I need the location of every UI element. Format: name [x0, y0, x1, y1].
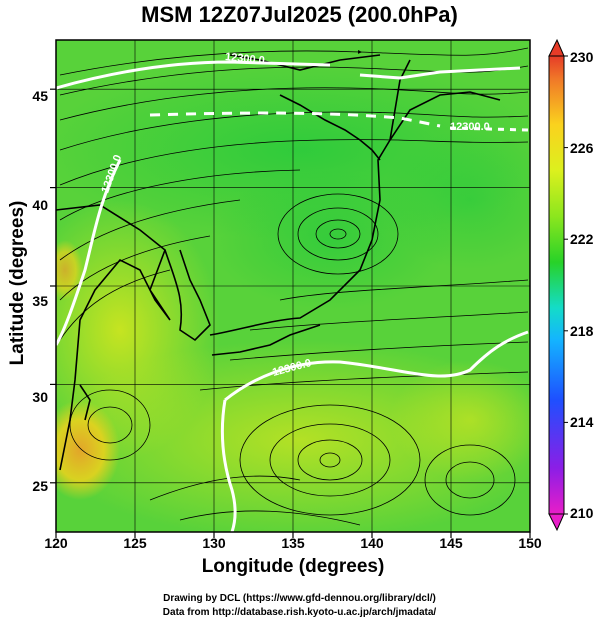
- x-tick-label: 135: [281, 535, 305, 551]
- x-tick-label: 145: [439, 535, 463, 551]
- y-axis-label: Latitude (degrees): [7, 200, 28, 366]
- colorbar-scale: [548, 55, 565, 515]
- temperature-field: [56, 40, 530, 532]
- y-tick-label: 45: [32, 88, 48, 104]
- colorbar-tick-label: 210: [570, 505, 594, 521]
- colorbar-tick-label: 214: [570, 414, 594, 430]
- credit-line-drawing: Drawing by DCL (https://www.gfd-dennou.o…: [163, 593, 436, 604]
- colorbar-top-triangle: [548, 38, 565, 57]
- x-tick-label: 125: [123, 535, 147, 551]
- colorbar-tick-label: 218: [570, 323, 594, 339]
- streamlines: [59, 47, 529, 526]
- x-axis-label: Longitude (degrees): [201, 556, 385, 577]
- y-tick-label: 30: [32, 389, 48, 405]
- colorbar: [548, 38, 568, 532]
- contour-label: 12300.0: [450, 121, 490, 133]
- colorbar-bottom-triangle: [548, 513, 565, 532]
- credits: Drawing by DCL (https://www.gfd-dennou.o…: [0, 592, 599, 620]
- y-tick-label: 40: [32, 197, 48, 213]
- contour-lines: [56, 60, 529, 532]
- x-tick-label: 150: [518, 535, 542, 551]
- x-tick-label: 120: [44, 535, 68, 551]
- colorbar-tick-label: 226: [570, 140, 594, 156]
- y-tick-label: 35: [32, 293, 48, 309]
- x-tick-label: 140: [360, 535, 384, 551]
- colorbar-tick-label: 222: [570, 231, 594, 247]
- coastlines: [56, 54, 501, 471]
- colorbar-tick-label: 230: [570, 49, 594, 65]
- x-tick-label: 130: [202, 535, 226, 551]
- credit-line-data: Data from http://database.rish.kyoto-u.a…: [162, 607, 437, 618]
- y-tick-label: 25: [32, 478, 48, 494]
- chart-title: MSM 12Z07Jul2025 (200.0hPa): [141, 2, 458, 27]
